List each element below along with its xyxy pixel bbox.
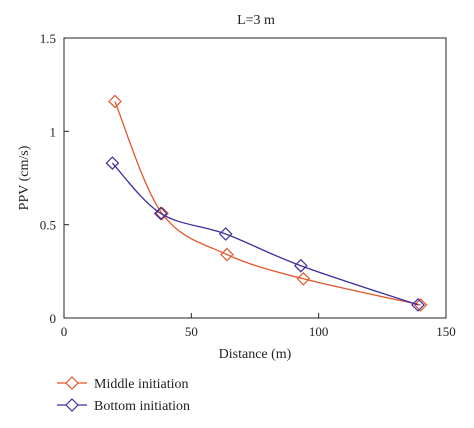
x-axis-ticks: 0 50 100 150 — [61, 313, 456, 339]
series-line-middle-initiation — [114, 101, 421, 306]
data-point-bottom-initiation — [105, 156, 120, 170]
data-point-bottom-initiation — [218, 227, 233, 241]
y-axis-title: PPV (cm/s) — [17, 145, 32, 210]
x-tick-label: 0 — [61, 324, 68, 339]
legend-label-middle: Middle initiation — [94, 377, 189, 392]
y-tick-label: 0.5 — [40, 218, 56, 233]
legend-label-bottom: Bottom initiation — [94, 399, 190, 414]
x-tick-label: 100 — [309, 324, 329, 339]
x-tick-label: 50 — [185, 324, 198, 339]
legend-item-bottom: Bottom initiation — [57, 398, 190, 414]
series-line-bottom-initiation — [111, 162, 419, 306]
legend-item-middle: Middle initiation — [57, 376, 189, 392]
y-axis-ticks: 0 0.5 1 1.5 — [40, 31, 69, 326]
data-point-bottom-initiation — [153, 206, 168, 221]
y-tick-label: 1.5 — [40, 31, 56, 46]
x-axis-title: Distance (m) — [219, 347, 292, 362]
legend-marker-middle — [65, 376, 79, 390]
plot-area-frame — [63, 37, 447, 319]
data-point-middle-initiation — [108, 94, 122, 109]
legend: Middle initiation Bottom initiation — [57, 376, 190, 414]
series-layer — [105, 94, 428, 312]
data-point-bottom-initiation — [293, 258, 308, 273]
data-point-middle-initiation — [413, 298, 428, 312]
y-tick-label: 0 — [50, 311, 57, 326]
y-tick-label: 1 — [50, 124, 57, 139]
data-point-middle-initiation — [296, 271, 311, 286]
x-tick-label: 150 — [436, 324, 456, 339]
data-point-middle-initiation — [220, 247, 234, 262]
data-point-bottom-initiation — [411, 298, 425, 312]
legend-marker-bottom — [65, 398, 79, 412]
chart-title: L=3 m — [237, 13, 275, 28]
